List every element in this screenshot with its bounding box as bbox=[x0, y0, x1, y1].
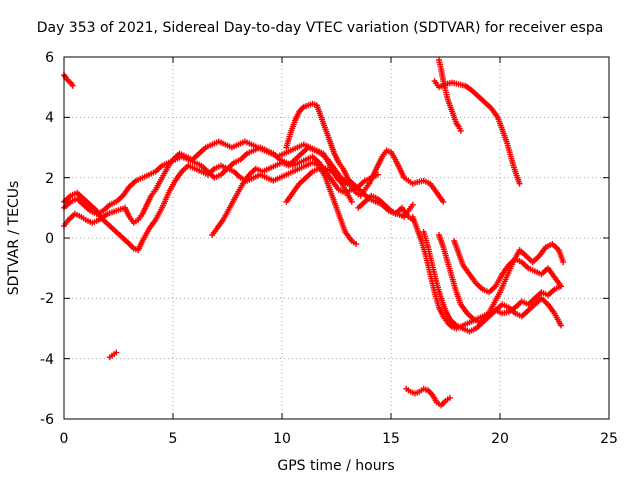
y-axis-label: SDTVAR / TECUs bbox=[6, 181, 22, 296]
x-tick-label: 20 bbox=[491, 431, 509, 447]
data-series bbox=[283, 100, 447, 205]
chart-title: Day 353 of 2021, Sidereal Day-to-day VTE… bbox=[37, 20, 604, 36]
data-series bbox=[451, 238, 564, 296]
data-point bbox=[558, 322, 564, 329]
data-series bbox=[436, 232, 567, 326]
data-series bbox=[61, 159, 360, 254]
data-point bbox=[446, 394, 453, 401]
y-tick-label: -2 bbox=[40, 291, 54, 307]
data-series bbox=[431, 78, 523, 187]
data-point bbox=[348, 198, 355, 205]
data-series bbox=[403, 385, 453, 409]
data-point bbox=[457, 127, 464, 134]
data-point bbox=[516, 180, 523, 187]
x-tick-label: 15 bbox=[382, 431, 400, 447]
data-point bbox=[558, 283, 564, 290]
y-tick-label: 4 bbox=[45, 110, 54, 126]
data-point bbox=[560, 259, 567, 266]
data-series bbox=[283, 165, 355, 205]
y-tick-label: 2 bbox=[45, 171, 54, 187]
data-point bbox=[69, 82, 76, 89]
data-point bbox=[409, 201, 416, 208]
x-tick-label: 0 bbox=[60, 431, 69, 447]
data-series bbox=[106, 349, 120, 361]
data-series bbox=[436, 57, 464, 134]
data-point bbox=[353, 241, 360, 247]
y-tick-label: 6 bbox=[45, 50, 54, 66]
x-tick-labels: 0 5 10 15 20 25 bbox=[60, 431, 618, 447]
x-tick-label: 25 bbox=[600, 431, 618, 447]
y-tick-labels: -6 -4 -2 0 2 4 6 bbox=[40, 50, 54, 428]
x-tick-label: 5 bbox=[169, 431, 178, 447]
y-tick-label: 0 bbox=[45, 231, 54, 247]
data-point bbox=[440, 198, 447, 205]
x-axis-label: GPS time / hours bbox=[277, 458, 394, 474]
data-points bbox=[61, 57, 567, 409]
data-series bbox=[355, 192, 416, 220]
data-series bbox=[209, 144, 357, 238]
y-tick-label: -6 bbox=[40, 412, 54, 428]
x-tick-label: 10 bbox=[273, 431, 291, 447]
axis-ticks bbox=[63, 56, 610, 420]
data-series bbox=[61, 72, 76, 89]
data-point bbox=[113, 349, 120, 356]
y-tick-label: -4 bbox=[40, 352, 54, 368]
